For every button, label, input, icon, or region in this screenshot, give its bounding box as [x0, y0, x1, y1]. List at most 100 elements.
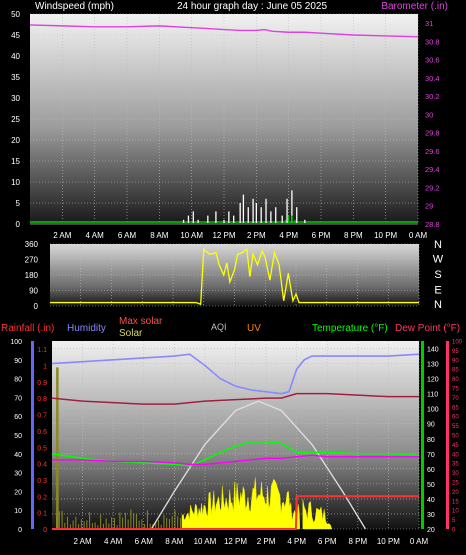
barometer-tick: 30.6	[425, 56, 440, 65]
wind-tick: 35	[11, 73, 20, 82]
dewpoint-tick: 90	[452, 358, 459, 364]
temp-tick: 20	[427, 527, 435, 534]
time-label: 2 PM	[247, 231, 266, 240]
legend-dewpoint: Dew Point (°F)	[395, 323, 460, 334]
dewpoint-tick: 60	[452, 415, 459, 421]
time-label: 6 AM	[135, 537, 154, 546]
compass-label: S	[434, 269, 441, 281]
time-label: 6 AM	[118, 231, 137, 240]
temperature-line	[51, 440, 420, 467]
barometer-axis-title: Barometer (.in)	[381, 1, 448, 12]
solar-area	[302, 499, 333, 530]
dewpoint-tick: 40	[452, 452, 459, 458]
wind-axis-title: Windspeed (mph)	[35, 1, 114, 12]
legend-rainfall: Rainfall (.in)	[1, 323, 54, 334]
humidity-tick: 30	[14, 471, 22, 478]
barometer-tick: 29.8	[425, 129, 440, 138]
time-label: 12 PM	[212, 231, 235, 240]
wind-tick: 15	[11, 157, 20, 166]
rain-tick: 0.1	[37, 511, 47, 518]
dewpoint-tick: 85	[452, 368, 459, 374]
rain-tick: 0.2	[37, 494, 47, 501]
temp-tick: 50	[427, 482, 435, 489]
time-label: 8 AM	[165, 537, 184, 546]
rain-tick: 0.3	[37, 478, 47, 485]
barometer-tick: 29.4	[425, 165, 440, 174]
wind-tick: 20	[11, 136, 20, 145]
dewpoint-tick: 95	[452, 349, 459, 355]
time-label: 6 PM	[318, 537, 337, 546]
barometer-tick: 30.2	[425, 92, 440, 101]
compass-label: N	[434, 239, 442, 251]
rainfall-line	[52, 495, 419, 530]
direction-grid	[50, 243, 420, 307]
time-axis-top: 2 AM 4 AM 6 AM 8 AM 10 AM 12 PM 2 PM 4 PM 6 PM 8 …	[53, 231, 427, 240]
dewpoint-tick: 35	[452, 462, 459, 468]
time-label: 12 PM	[224, 537, 247, 546]
dewpoint-tick: 10	[452, 509, 459, 515]
dewpoint-tick: 45	[452, 443, 459, 449]
dewpoint-tick: 30	[452, 471, 459, 477]
barometer-tick: 30.8	[425, 37, 440, 46]
time-label: 2 PM	[257, 537, 276, 546]
dewpoint-line	[52, 454, 419, 466]
dewpoint-tick: 100	[452, 340, 463, 346]
wind-tick: 50	[11, 10, 20, 19]
rain-tick: 0.8	[37, 396, 47, 403]
dewpoint-tick: 75	[452, 387, 459, 393]
direction-tick: 180	[25, 271, 39, 280]
dewpoint-tick: 50	[452, 434, 459, 440]
time-label: 0 AM	[410, 537, 429, 546]
barometer-tick: 29.6	[425, 147, 440, 156]
weather-axes: 010203040506070809010000.10.20.30.40.50.…	[10, 339, 462, 534]
time-label: 6 PM	[312, 231, 331, 240]
dewpoint-tick: 25	[452, 481, 459, 487]
compass-label: W	[433, 254, 444, 266]
dewpoint-tick: 20	[452, 490, 459, 496]
wind-tick: 30	[11, 94, 20, 103]
humidity-tick: 50	[14, 433, 22, 440]
time-label: 8 PM	[344, 231, 363, 240]
solar-area	[181, 477, 300, 530]
temp-tick: 120	[427, 377, 439, 384]
direction-tick: 360	[25, 240, 39, 249]
weather-marks	[51, 353, 420, 530]
humidity-tick: 90	[14, 358, 22, 365]
time-label: 4 PM	[287, 537, 306, 546]
dewpoint-tick: 70	[452, 396, 459, 402]
wind-tick: 40	[11, 52, 20, 61]
wind-grid	[30, 13, 419, 225]
rain-tick: 0	[43, 527, 47, 534]
temp-tick: 110	[427, 392, 438, 399]
time-label: 10 PM	[374, 231, 397, 240]
time-label: 4 AM	[86, 231, 105, 240]
humidity-line	[51, 353, 420, 395]
temp-tick: 130	[427, 362, 439, 369]
compass-label: N	[434, 299, 442, 311]
legend-temperature: Temperature (°F)	[312, 323, 388, 334]
feelslike-line	[51, 392, 419, 405]
rain-tick: 1	[43, 364, 47, 371]
time-label: 10 PM	[377, 537, 400, 546]
time-label: 0 AM	[409, 231, 428, 240]
dewpoint-tick: 0	[452, 528, 456, 534]
wind-tick: 45	[11, 31, 20, 40]
legend-aqi: AQI	[211, 322, 227, 332]
humidity-tick: 100	[10, 339, 22, 346]
rain-axis-bar	[31, 341, 34, 529]
barometer-tick: 28.8	[425, 220, 440, 229]
rain-tick: 0.6	[37, 429, 47, 436]
legend-humidity: Humidity	[67, 323, 106, 334]
temp-tick: 100	[427, 407, 439, 414]
temp-tick: 140	[427, 347, 439, 354]
temp-tick: 80	[427, 437, 435, 444]
temp-tick: 60	[427, 467, 435, 474]
compass-label: E	[434, 285, 441, 297]
legend-maxsolar: Max solar	[119, 316, 163, 327]
wind-axes: 0 5 10 15 20 25 30 35 40 45 50 28.8 29 29.2 29.4 29.6 29…	[11, 10, 440, 229]
time-label: 4 PM	[279, 231, 298, 240]
dewpoint-tick: 5	[452, 518, 456, 524]
direction-tick: 270	[25, 256, 39, 265]
